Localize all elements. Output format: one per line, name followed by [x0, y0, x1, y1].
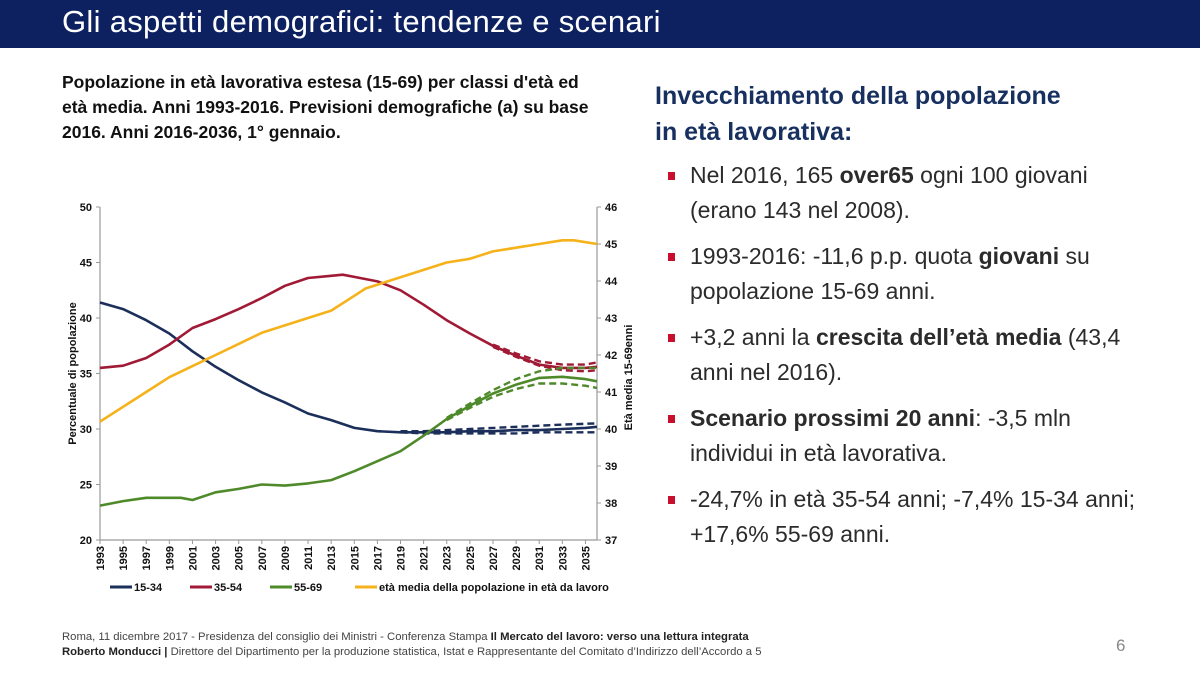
bullet-text: su popolazione 15-69 anni.	[690, 243, 1090, 304]
x-axis-tick-label: 2031	[534, 546, 546, 570]
bullet-text: ogni 100 giovani (erano 143 nel 2008).	[690, 162, 1088, 223]
right-axis-tick-label: 39	[605, 461, 617, 473]
right-axis-tick-label: 40	[605, 424, 617, 436]
series-line-35-54	[99, 273, 598, 370]
slide-title: Gli aspetti demografici: tendenze e scen…	[62, 4, 661, 39]
bullet-text: +3,2 anni la	[690, 324, 816, 350]
series-line-55-69	[99, 375, 598, 507]
footer: Roma, 11 dicembre 2017 - Presidenza del …	[62, 630, 762, 660]
x-axis-tick-label: 1997	[141, 546, 153, 570]
bullet-emphasis: giovani	[978, 243, 1060, 269]
chart-series	[99, 239, 598, 507]
bullet-text: : -3,5 mln individui in età lavorativa.	[690, 405, 1071, 466]
legend-label: 55-69	[294, 582, 322, 594]
scenario-line-35-54-low	[492, 345, 598, 373]
right-axis-tick-label: 45	[605, 239, 617, 251]
x-axis-tick-label: 2033	[557, 546, 569, 570]
scenario-line-55-69-high	[446, 366, 597, 419]
legend-label: età media della popolazione in età da la…	[379, 582, 609, 594]
right-axis-tick-label: 37	[605, 535, 617, 547]
bullet-text: 1993-2016: -11,6 p.p. quota	[690, 243, 979, 269]
x-axis-tick-label: 2021	[419, 546, 431, 570]
series-line-età-media-della-popolazione-in-età-da-lavoro	[99, 239, 598, 423]
title-bar: Gli aspetti demografici: tendenze e scen…	[0, 0, 1200, 48]
left-axis-tick-label: 45	[80, 258, 92, 270]
left-axis-tick-label: 20	[80, 535, 92, 547]
scenario-line-15-34-low	[400, 431, 597, 435]
right-axis-tick-label: 43	[605, 313, 617, 325]
bullet-text: (43,4 anni nel 2016).	[690, 324, 1121, 385]
bullet-emphasis: over65	[839, 162, 914, 188]
right-axis-tick-label: 42	[605, 350, 617, 362]
x-axis-tick-label: 2001	[187, 546, 199, 570]
x-axis-tick-label: 2023	[442, 546, 454, 570]
bullet-item: -24,7% in età 35-54 anni; -7,4% 15-34 an…	[663, 482, 1143, 552]
footer-line2: Roberto Monducci | Direttore del Diparti…	[62, 645, 762, 660]
bullet-list: Nel 2016, 165 over65 ogni 100 giovani (e…	[663, 158, 1143, 563]
x-axis-tick-label: 2029	[511, 546, 523, 570]
left-axis-tick-label: 35	[80, 369, 92, 381]
x-axis-tick-label: 2015	[349, 546, 361, 570]
page-number: 6	[1116, 636, 1126, 655]
chart-title: Popolazione in età lavorativa estesa (15…	[62, 72, 589, 142]
x-axis-tick-label: 1995	[118, 546, 130, 570]
bullet-item: 1993-2016: -11,6 p.p. quota giovani su p…	[663, 239, 1143, 309]
left-axis-tick-label: 25	[80, 480, 92, 492]
left-axis-tick-label: 50	[80, 202, 92, 214]
right-axis-tick-label: 46	[605, 202, 617, 214]
left-axis-tick-label: 30	[80, 424, 92, 436]
bullet-square-icon	[668, 415, 675, 423]
x-axis-tick-label: 2017	[372, 546, 384, 570]
footer-line1: Roma, 11 dicembre 2017 - Presidenza del …	[62, 630, 762, 645]
x-axis-tick-label: 2009	[280, 546, 292, 570]
x-axis-tick-label: 2003	[211, 546, 223, 570]
panel-heading: Invecchiamento della popolazione in età …	[655, 78, 1155, 150]
footer-event-title: Il Mercato del lavoro: verso una lettura…	[490, 631, 749, 643]
bullet-emphasis: Scenario prossimi 20 anni	[690, 405, 976, 431]
x-axis-tick-label: 2013	[326, 546, 338, 570]
left-axis-title: Percentuale di popolazione	[67, 302, 79, 444]
scenario-line-55-69-low	[446, 382, 598, 422]
bullet-square-icon	[668, 334, 675, 342]
bullet-item: +3,2 anni la crescita dell’età media (43…	[663, 320, 1143, 390]
bullet-square-icon	[668, 253, 675, 261]
x-axis-tick-label: 1999	[164, 546, 176, 570]
bullet-square-icon	[668, 496, 675, 504]
footer-role: Direttore del Dipartimento per la produz…	[167, 646, 762, 658]
chart-legend: 15-34 35-54 55-69 età media della popolazio…	[110, 582, 609, 594]
legend-label: 15-34	[134, 582, 163, 594]
left-axis-tick-label: 40	[80, 313, 92, 325]
scenario-line-15-34-high	[400, 422, 598, 433]
x-axis-tick-label: 2005	[234, 546, 246, 570]
series-line-15-34	[99, 301, 598, 434]
legend-label: 35-54	[214, 582, 243, 594]
footer-event: Roma, 11 dicembre 2017 - Presidenza del …	[62, 631, 491, 643]
x-axis-tick-label: 2011	[303, 546, 315, 570]
right-axis-tick-label: 38	[605, 498, 617, 510]
bullet-emphasis: crescita dell’età media	[815, 324, 1062, 350]
x-axis-tick-label: 2007	[257, 546, 269, 570]
right-axis-tick-label: 41	[605, 387, 617, 399]
x-axis-tick-label: 2025	[465, 546, 477, 570]
right-axis-tick-label: 44	[605, 276, 618, 288]
bullet-text: -24,7% in età 35-54 anni; -7,4% 15-34 an…	[690, 486, 1135, 547]
scenario-line-35-54-high	[492, 343, 598, 366]
right-axis-title: Età media 15-69enni	[623, 325, 635, 431]
x-axis-tick-label: 1993	[95, 546, 107, 570]
x-axis-tick-label: 2027	[488, 546, 500, 570]
bullet-item: Nel 2016, 165 over65 ogni 100 giovani (e…	[663, 158, 1143, 228]
x-axis-tick-label: 2035	[580, 546, 592, 570]
bullet-text: Nel 2016, 165	[690, 162, 840, 188]
x-axis-tick-label: 2019	[396, 546, 408, 570]
panel-heading-line1: Invecchiamento della popolazione	[655, 82, 1061, 110]
panel-heading-line2: in età lavorativa:	[655, 118, 853, 146]
bullet-item: Scenario prossimi 20 anni: -3,5 mln indi…	[663, 401, 1143, 471]
footer-speaker: Roberto Monducci |	[62, 646, 168, 658]
bullet-square-icon	[668, 172, 675, 180]
